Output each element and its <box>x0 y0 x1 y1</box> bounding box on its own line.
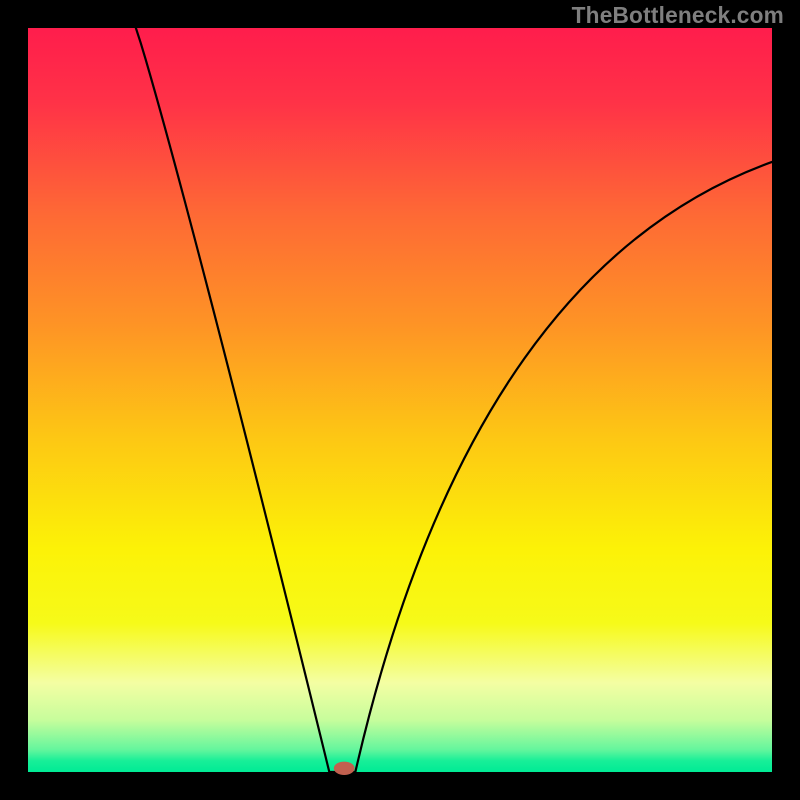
bottleneck-chart <box>0 0 800 800</box>
optimum-marker <box>334 762 355 775</box>
watermark-text: TheBottleneck.com <box>572 2 784 29</box>
chart-container: TheBottleneck.com <box>0 0 800 800</box>
plot-background <box>28 28 772 772</box>
